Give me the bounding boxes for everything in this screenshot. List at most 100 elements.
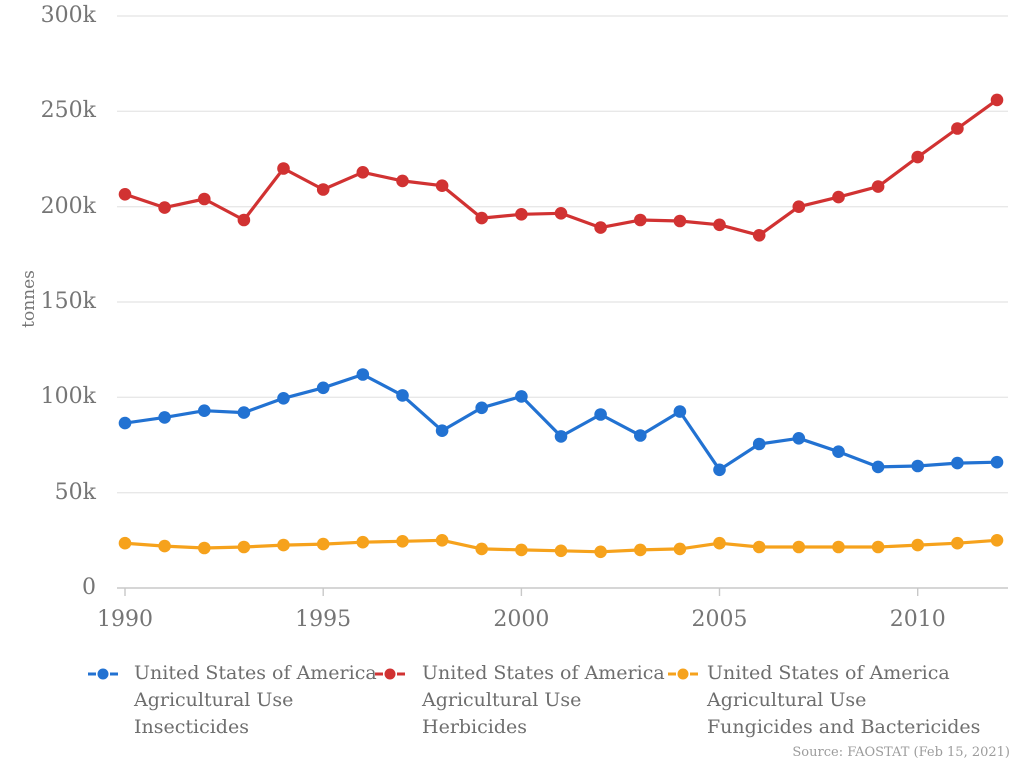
legend-marker-icon[interactable]	[88, 666, 118, 685]
data-point[interactable]	[792, 200, 806, 213]
data-point[interactable]	[277, 392, 290, 405]
data-point[interactable]	[118, 416, 132, 430]
data-point[interactable]	[752, 540, 766, 554]
data-point[interactable]	[515, 543, 528, 557]
y-axis-tick-label: 0	[82, 575, 96, 600]
data-point[interactable]	[911, 150, 924, 164]
data-point[interactable]	[951, 456, 964, 470]
data-point[interactable]	[515, 208, 528, 221]
data-point[interactable]	[713, 463, 726, 477]
data-point[interactable]	[554, 207, 568, 220]
data-point[interactable]	[316, 537, 330, 551]
data-point[interactable]	[911, 538, 924, 552]
data-point[interactable]	[237, 406, 251, 419]
data-point[interactable]	[435, 534, 449, 547]
data-point[interactable]	[990, 455, 1004, 469]
data-point[interactable]	[673, 405, 687, 418]
data-point[interactable]	[871, 540, 885, 554]
data-point[interactable]	[118, 188, 132, 201]
data-point[interactable]	[673, 214, 687, 228]
y-axis-tick-label: 100k	[40, 384, 96, 410]
legend-item-label[interactable]: United States of America Agricultural Use…	[134, 660, 377, 741]
legend-text-line: United States of America	[134, 662, 377, 684]
data-point[interactable]	[198, 192, 211, 206]
data-point[interactable]	[752, 437, 766, 451]
legend-item-label[interactable]: United States of America Agricultural Use…	[422, 660, 665, 741]
data-point[interactable]	[713, 536, 726, 550]
data-point[interactable]	[911, 459, 924, 473]
data-point[interactable]	[990, 534, 1004, 547]
data-point[interactable]	[396, 535, 409, 548]
legend-marker-icon[interactable]	[668, 666, 698, 685]
data-point[interactable]	[435, 179, 449, 192]
data-point[interactable]	[951, 536, 964, 550]
y-axis-tick-label: 250k	[40, 98, 96, 124]
legend-marker-icon[interactable]	[375, 666, 405, 685]
source-note: Source: FAOSTAT (Feb 15, 2021)	[792, 745, 1010, 760]
plot-area	[117, 15, 1008, 596]
series-line-0	[123, 372, 999, 472]
data-point[interactable]	[158, 411, 171, 424]
data-point[interactable]	[435, 424, 449, 438]
data-point[interactable]	[594, 408, 607, 421]
data-point[interactable]	[316, 183, 330, 196]
legend-text-line: Agricultural Use	[422, 689, 582, 711]
data-point[interactable]	[277, 162, 290, 175]
data-point[interactable]	[316, 381, 330, 395]
data-point[interactable]	[792, 540, 806, 554]
legend-text-line: Herbicides	[422, 716, 528, 738]
data-point[interactable]	[713, 218, 726, 232]
data-point[interactable]	[356, 535, 370, 549]
y-axis-tick-label: 50k	[54, 479, 96, 505]
data-point[interactable]	[475, 401, 489, 415]
x-axis-tick-label: 1995	[295, 607, 352, 632]
y-axis-tick-label: 300k	[40, 3, 96, 28]
data-point[interactable]	[237, 213, 251, 227]
data-point[interactable]	[634, 213, 647, 227]
y-axis-tick-label: 150k	[40, 289, 96, 314]
data-point[interactable]	[554, 544, 568, 558]
data-point[interactable]	[832, 445, 845, 459]
x-axis-tick-label: 2005	[691, 607, 748, 632]
data-point[interactable]	[594, 221, 607, 234]
data-point[interactable]	[158, 201, 171, 214]
data-point[interactable]	[792, 432, 806, 445]
data-point[interactable]	[475, 211, 489, 225]
data-point[interactable]	[594, 545, 607, 559]
legend-text-line: Agricultural Use	[707, 689, 867, 711]
y-axis-tick-label: 200k	[40, 193, 96, 219]
data-point[interactable]	[752, 229, 766, 242]
data-point[interactable]	[475, 542, 489, 556]
legend-text-line: Fungicides and Bactericides	[707, 716, 981, 738]
data-point[interactable]	[634, 543, 647, 557]
data-point[interactable]	[396, 389, 409, 402]
data-point[interactable]	[515, 390, 528, 403]
data-point[interactable]	[158, 539, 171, 553]
legend-text-line: Insecticides	[134, 716, 249, 738]
legend-text-line: Agricultural Use	[134, 689, 294, 711]
data-point[interactable]	[198, 404, 211, 418]
data-point[interactable]	[832, 190, 845, 204]
data-point[interactable]	[118, 536, 132, 550]
data-point[interactable]	[871, 180, 885, 193]
x-axis-tick-label: 1990	[97, 607, 153, 632]
data-point[interactable]	[396, 174, 409, 188]
data-point[interactable]	[673, 542, 687, 556]
data-point[interactable]	[634, 429, 647, 442]
data-point[interactable]	[198, 541, 211, 555]
data-point[interactable]	[356, 368, 370, 381]
data-point[interactable]	[554, 430, 568, 443]
x-axis-tick-label: 2010	[889, 607, 946, 632]
data-point[interactable]	[832, 540, 845, 554]
data-point[interactable]	[871, 460, 885, 474]
data-point[interactable]	[237, 540, 251, 554]
legend-text-line: United States of America	[422, 662, 665, 684]
data-point[interactable]	[990, 93, 1004, 107]
data-point[interactable]	[356, 166, 370, 179]
data-point[interactable]	[951, 122, 964, 135]
legend-text-line: United States of America	[707, 662, 950, 684]
legend-item-label[interactable]: United States of America Agricultural Use…	[707, 660, 980, 741]
data-point[interactable]	[277, 538, 290, 552]
